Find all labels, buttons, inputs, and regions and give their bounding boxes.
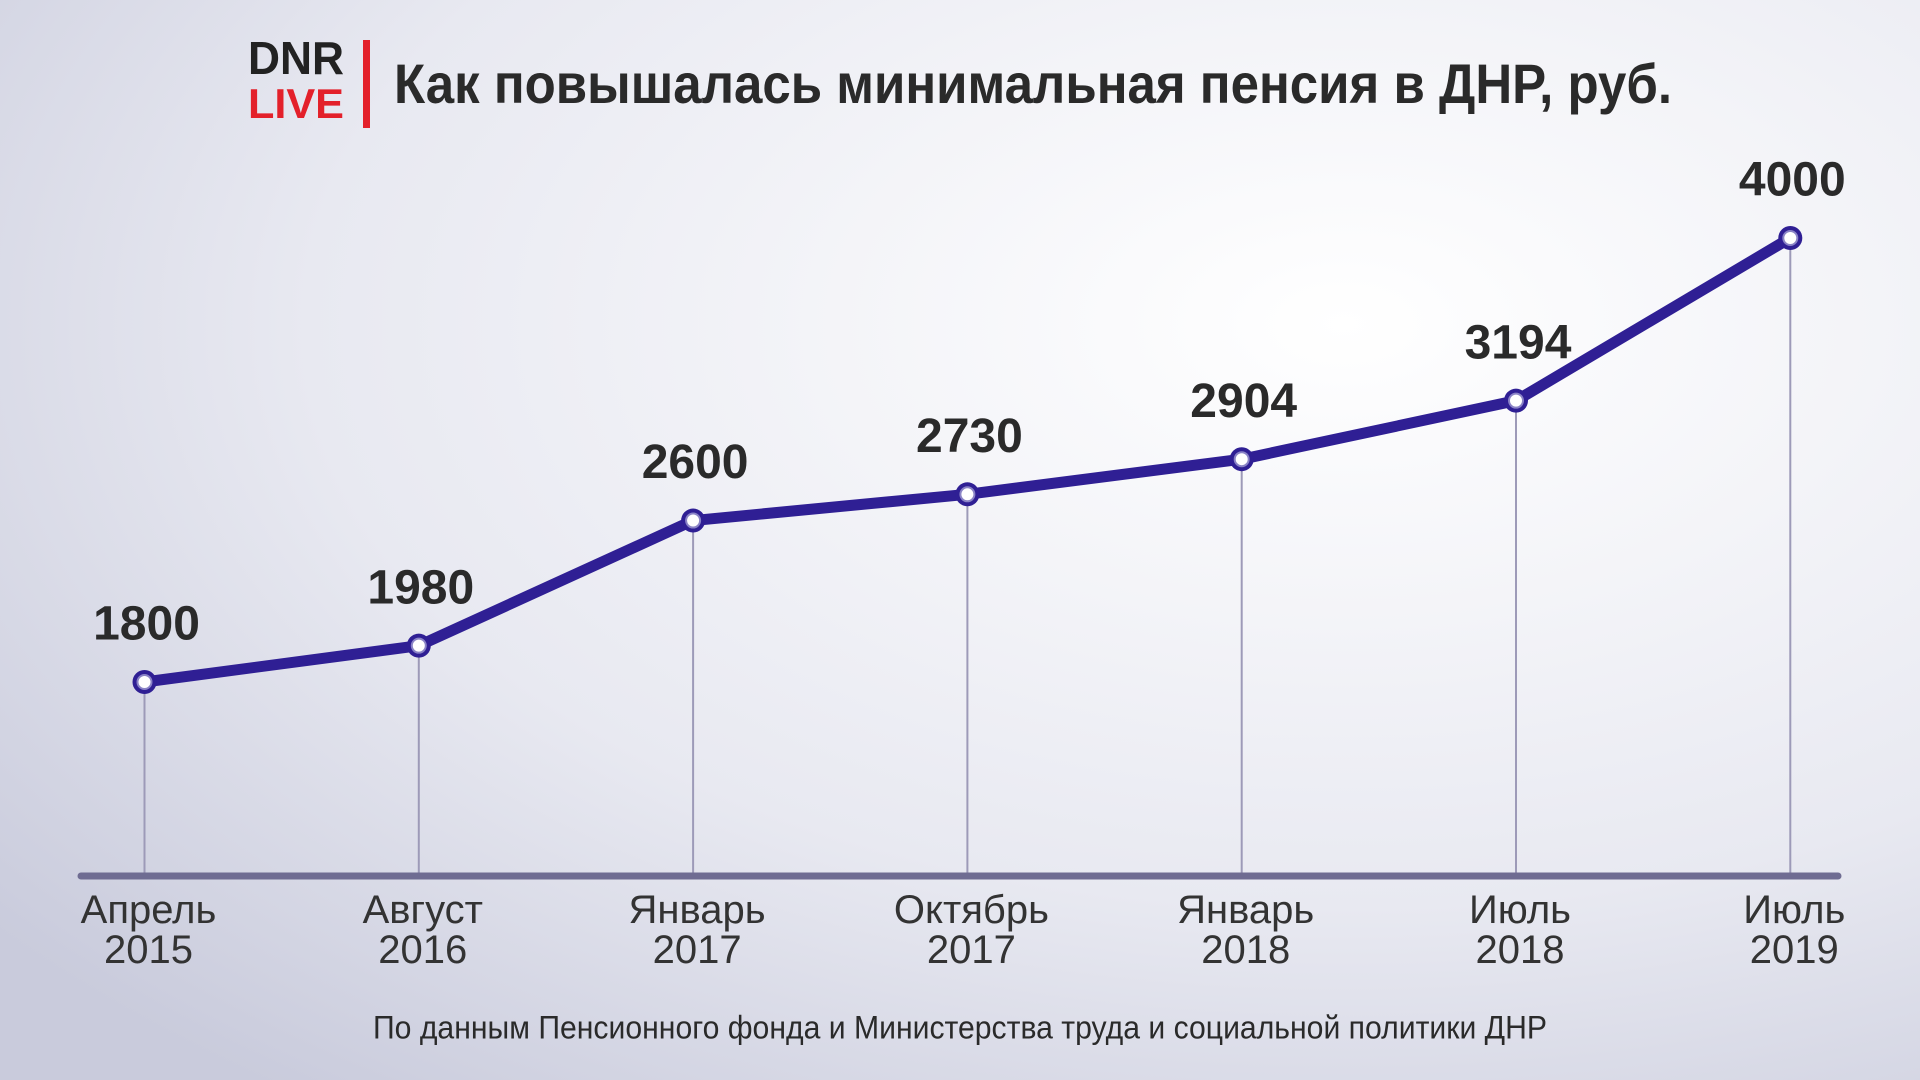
point-inner xyxy=(410,637,427,654)
chart-title: Как повышалась минимальная пенсия в ДНР,… xyxy=(394,52,1672,115)
x-tick-label: Апрель 2015 xyxy=(81,888,217,972)
point-inner xyxy=(1233,451,1250,468)
x-tick-label: Август 2016 xyxy=(363,888,483,972)
value-label: 2600 xyxy=(642,436,749,489)
logo-bottom: LIVE xyxy=(248,80,344,127)
point-inner xyxy=(1508,392,1524,409)
x-tick-label: Июль 2018 xyxy=(1469,888,1571,972)
point-inner xyxy=(1782,230,1799,246)
value-label: 1800 xyxy=(93,598,200,651)
source-note: По данным Пенсионного фонда и Министерст… xyxy=(373,1009,1547,1045)
value-label: 2730 xyxy=(916,410,1023,463)
point-inner xyxy=(685,512,702,529)
x-tick-label: Июль 2019 xyxy=(1743,888,1845,972)
x-tick-label: Октябрь 2017 xyxy=(894,888,1049,972)
point-inner xyxy=(959,486,976,503)
value-label: 3194 xyxy=(1465,316,1572,369)
logo-top: DNR xyxy=(248,32,344,84)
logo-divider xyxy=(363,40,370,128)
x-tick-label: Январь 2018 xyxy=(1177,888,1314,972)
value-label: 4000 xyxy=(1739,154,1846,207)
value-label: 2904 xyxy=(1190,375,1297,428)
x-tick-label: Январь 2017 xyxy=(629,888,766,972)
point-inner xyxy=(136,674,153,690)
value-label: 1980 xyxy=(367,561,474,614)
